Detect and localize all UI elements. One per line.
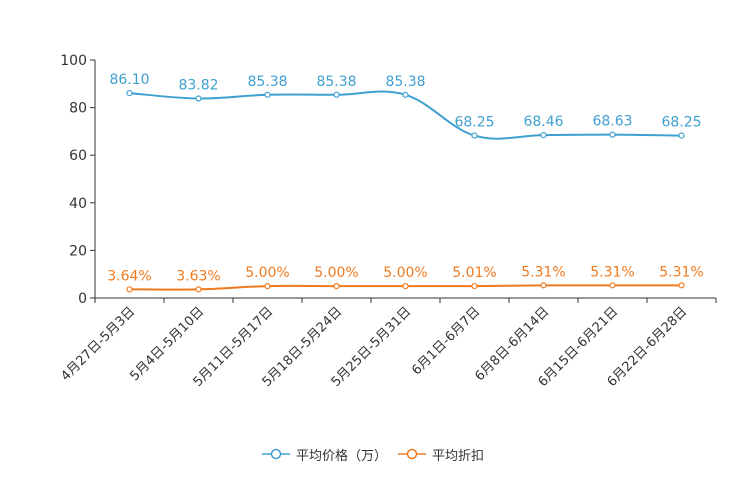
series-lines — [126, 89, 685, 293]
data-labels: 86.10 83.82 85.38 85.38 85.38 68.25 68.46 68.63… — [107, 72, 703, 284]
legend-item-average-price[interactable]: 平均价格（万） — [262, 444, 387, 464]
data-label: 86.10 — [109, 72, 149, 88]
data-point — [471, 282, 478, 290]
data-label: 5.31% — [521, 264, 565, 280]
data-label: 3.63% — [176, 268, 220, 284]
data-point — [609, 131, 616, 138]
data-label: 3.64% — [107, 268, 151, 284]
y-tick-label: 80 — [69, 101, 87, 117]
data-point — [471, 132, 478, 139]
data-point — [402, 283, 409, 290]
data-label: 85.38 — [385, 74, 425, 90]
data-label: 85.38 — [316, 74, 356, 90]
x-tick-label: 6月8日-6月14日 — [472, 304, 552, 384]
x-tick-label: 4月27日-5月3日 — [58, 304, 138, 384]
y-tick-label: 40 — [69, 196, 87, 212]
y-tick-label: 100 — [60, 53, 87, 69]
data-point — [195, 286, 202, 293]
data-point — [678, 132, 685, 139]
legend-line-circle-icon — [262, 448, 290, 460]
axes: 0204060801004月27日-5月3日5月4日-5月10日5月11日-5月… — [58, 53, 717, 390]
data-point — [264, 283, 271, 290]
data-label: 68.25 — [454, 115, 494, 131]
legend-item-average-discount[interactable]: 平均折扣 — [398, 444, 484, 464]
data-label: 5.01% — [452, 265, 496, 281]
data-label: 68.46 — [523, 114, 563, 130]
data-point — [402, 91, 409, 98]
data-label: 5.00% — [314, 265, 358, 281]
data-point — [333, 91, 340, 98]
legend-label-average-discount: 平均折扣 — [432, 448, 485, 464]
y-tick-label: 0 — [78, 291, 87, 307]
legend: 平均价格（万） 平均折扣 — [0, 444, 744, 464]
data-label: 5.31% — [659, 264, 703, 280]
data-label: 68.63 — [592, 114, 632, 130]
data-point — [126, 89, 133, 97]
y-tick-label: 60 — [69, 148, 87, 164]
data-point — [195, 95, 202, 102]
data-label: 85.38 — [247, 74, 287, 90]
data-point — [264, 91, 271, 98]
y-tick-label: 20 — [69, 243, 87, 259]
legend-label-average-price: 平均价格（万） — [296, 448, 388, 464]
data-label: 68.25 — [661, 115, 701, 131]
data-point — [540, 131, 547, 139]
data-label: 5.31% — [590, 264, 634, 280]
data-label: 5.00% — [383, 265, 427, 281]
data-point — [678, 282, 685, 289]
data-label: 5.00% — [245, 265, 289, 281]
x-tick-label: 5月4日-5月10日 — [127, 304, 207, 384]
data-label: 83.82 — [178, 78, 218, 94]
data-point — [540, 282, 547, 289]
data-point — [609, 282, 616, 289]
data-point — [126, 286, 133, 293]
legend-line-circle-icon — [398, 448, 426, 460]
data-point — [333, 283, 340, 290]
x-tick-label: 6月1日-6月7日 — [409, 304, 483, 378]
